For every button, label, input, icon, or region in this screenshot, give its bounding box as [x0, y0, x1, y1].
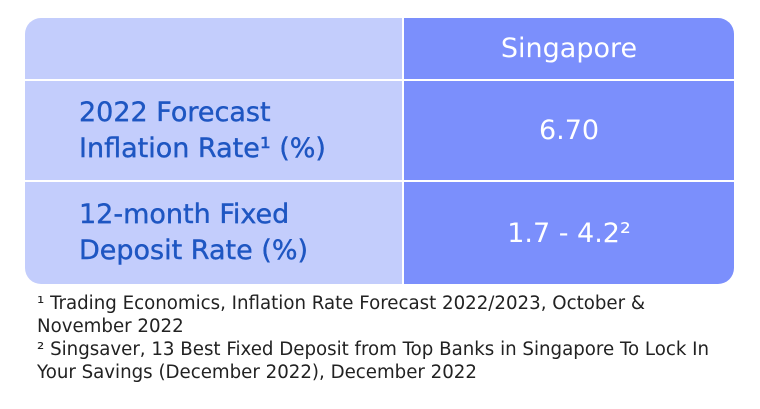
header-corner-cell — [25, 18, 404, 81]
header-singapore-cell: Singapore — [404, 18, 734, 81]
footnote-2: ² Singsaver, 13 Best Fixed Deposit from … — [37, 339, 710, 383]
row-deposit-value-cell: 1.7 - 4.2² — [404, 182, 734, 284]
row-deposit-value: 1.7 - 4.2² — [507, 217, 631, 249]
row-deposit-label-cell: 12-month Fixed Deposit Rate (%) — [25, 182, 404, 284]
comparison-table: Singapore 2022 Forecast Inflation Rate¹ … — [25, 18, 734, 284]
row-inflation-value: 6.70 — [538, 115, 600, 146]
footnote-1: ¹ Trading Economics, Inflation Rate Fore… — [37, 293, 646, 337]
row-inflation-value-cell: 6.70 — [404, 81, 734, 182]
row-deposit-label: 12-month Fixed Deposit Rate (%) — [79, 199, 309, 266]
header-singapore-label: Singapore — [500, 33, 638, 64]
footnotes: ¹ Trading Economics, Inflation Rate Fore… — [37, 292, 737, 384]
row-inflation-label-cell: 2022 Forecast Inflation Rate¹ (%) — [25, 81, 404, 182]
row-inflation-label: 2022 Forecast Inflation Rate¹ (%) — [79, 96, 326, 164]
